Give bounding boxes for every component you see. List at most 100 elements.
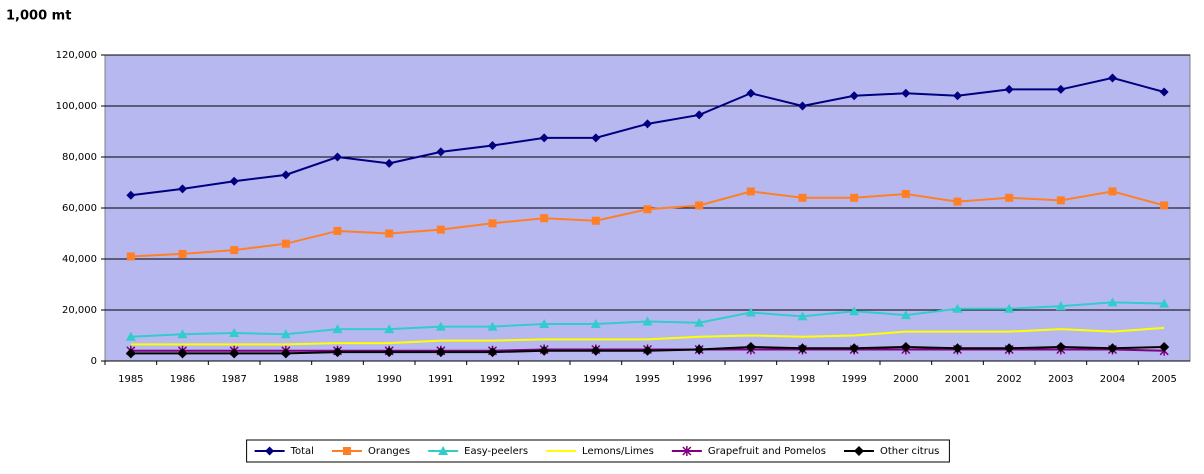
marker [900, 310, 911, 320]
x-tick-label: 2004 [1100, 374, 1125, 385]
x-tick-label: 1997 [738, 374, 763, 385]
marker [694, 344, 705, 355]
x-tick-label: 2003 [1048, 374, 1073, 385]
marker [333, 152, 342, 162]
marker [952, 343, 963, 354]
x-tick-label: 1995 [635, 374, 660, 385]
marker [849, 91, 859, 101]
y-tick-label: 20,000 [62, 305, 97, 316]
marker [280, 348, 291, 359]
marker [643, 205, 652, 214]
marker [230, 246, 239, 255]
legend-box [246, 439, 950, 463]
marker [438, 446, 449, 455]
marker [591, 216, 600, 225]
marker [900, 341, 911, 352]
legend-label: Grapefruit and Pomelos [708, 446, 826, 457]
x-tick-label: 1996 [686, 374, 711, 385]
marker [952, 303, 963, 313]
marker [853, 446, 864, 456]
marker [125, 348, 136, 359]
marker [1159, 87, 1169, 97]
x-tick-label: 1989 [325, 374, 350, 385]
marker [1159, 341, 1170, 352]
x-tick-label: 1986 [170, 374, 195, 385]
marker [849, 306, 860, 316]
marker [746, 88, 756, 98]
marker [682, 446, 692, 456]
marker [1056, 196, 1065, 205]
x-tick-label: 1999 [841, 374, 866, 385]
y-tick-label: 60,000 [62, 203, 97, 214]
y-tick-label: 100,000 [56, 101, 97, 112]
marker [953, 197, 962, 206]
marker [1107, 297, 1118, 307]
marker [1108, 187, 1117, 196]
marker [488, 219, 497, 228]
legend-label: Lemons/Limes [582, 446, 654, 457]
marker [590, 319, 601, 329]
x-tick-label: 2002 [996, 374, 1021, 385]
marker [1004, 84, 1014, 94]
legend-label: Oranges [368, 446, 410, 457]
marker [435, 347, 446, 358]
x-tick-label: 2001 [945, 374, 970, 385]
marker [332, 347, 343, 358]
x-tick-label: 1998 [790, 374, 815, 385]
marker [539, 319, 550, 329]
marker [488, 141, 497, 151]
marker [798, 101, 807, 111]
marker [797, 343, 808, 354]
marker [539, 345, 550, 356]
marker [177, 348, 188, 359]
marker [332, 324, 343, 334]
marker [384, 324, 395, 334]
marker [953, 91, 962, 101]
x-tick-label: 1993 [531, 374, 556, 385]
marker [281, 239, 290, 248]
x-tick-label: 1991 [428, 374, 453, 385]
y-tick-label: 40,000 [62, 254, 97, 265]
marker [694, 317, 705, 327]
marker [487, 321, 498, 331]
marker [1004, 303, 1015, 313]
marker [126, 252, 135, 261]
marker [384, 158, 394, 168]
y-tick-label: 120,000 [56, 50, 97, 61]
x-tick-label: 1994 [583, 374, 608, 385]
legend-label: Other citrus [880, 446, 939, 457]
x-tick-label: 2000 [893, 374, 918, 385]
marker [849, 343, 860, 354]
marker [695, 201, 704, 210]
y-axis-label: 1,000 mt [6, 9, 71, 24]
marker [229, 176, 239, 186]
legend: Total Oranges Easy-peelers Lemons/Limes Grap… [246, 439, 950, 463]
marker [745, 307, 756, 317]
marker [797, 311, 808, 321]
marker [1005, 193, 1014, 202]
marker [265, 446, 275, 456]
marker [901, 189, 910, 198]
marker [745, 341, 756, 352]
marker [1159, 298, 1170, 308]
marker [1108, 73, 1117, 83]
marker [229, 348, 240, 359]
marker [436, 147, 446, 157]
marker [694, 110, 704, 120]
marker [435, 321, 446, 331]
x-tick-label: 1988 [273, 374, 298, 385]
marker [746, 187, 755, 196]
marker [850, 193, 859, 202]
marker [125, 331, 136, 341]
x-tick-label: 1992 [480, 374, 505, 385]
marker [1055, 301, 1066, 311]
marker [1160, 201, 1169, 210]
x-tick-label: 2005 [1151, 374, 1176, 385]
marker [642, 316, 653, 326]
series-line [130, 326, 1165, 346]
marker [487, 347, 498, 358]
marker [590, 345, 601, 356]
marker [177, 329, 188, 339]
marker [1056, 84, 1066, 94]
